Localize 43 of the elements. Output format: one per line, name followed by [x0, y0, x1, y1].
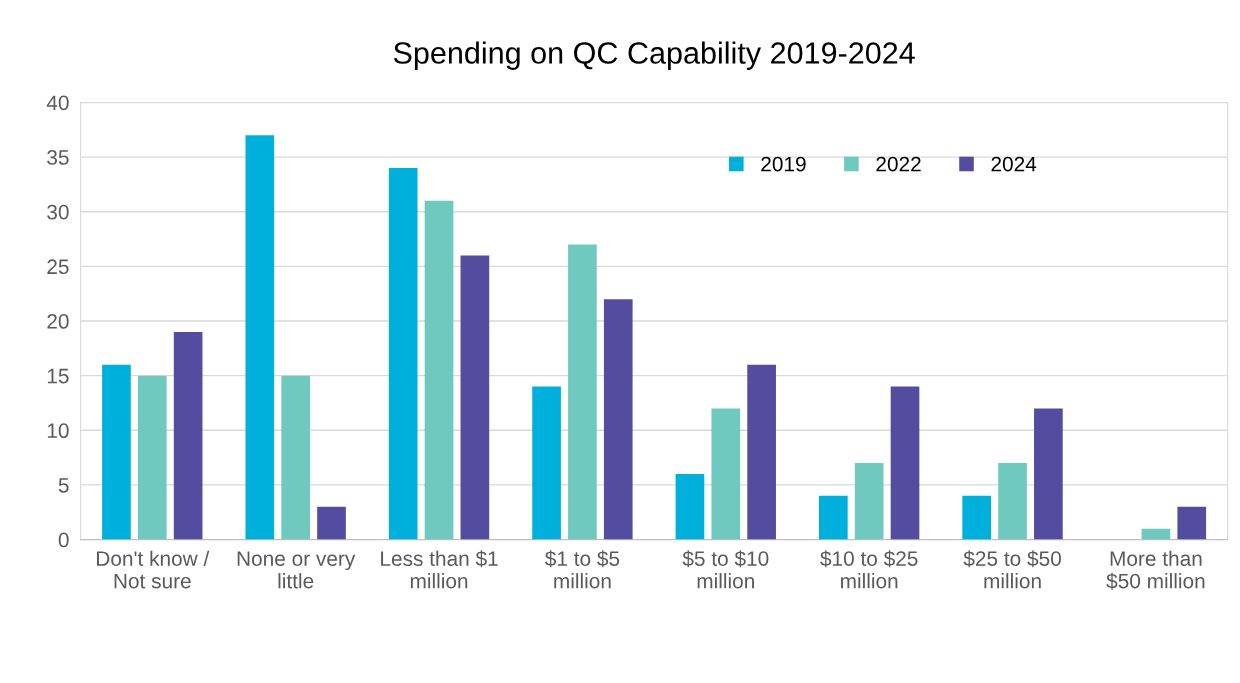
y-tick-label: 15 — [47, 368, 69, 384]
bar — [532, 386, 561, 540]
y-tick-label: 35 — [47, 150, 69, 165]
x-tick-label: Less than $1 million — [381, 550, 498, 589]
bar — [998, 463, 1027, 540]
bar — [675, 474, 705, 540]
x-tick-label: More than $50 million — [1106, 550, 1205, 590]
bar — [603, 299, 633, 540]
bar — [173, 331, 203, 540]
y-tick-label: 20 — [47, 314, 69, 329]
y-tick-label: 40 — [46, 95, 69, 111]
x-tick-label: $1 to $5 million — [544, 550, 620, 589]
legend-label: 2019 — [761, 156, 806, 172]
bar — [890, 386, 920, 540]
y-tick-label: 25 — [47, 259, 69, 275]
bar — [854, 463, 884, 540]
y-tick-label: 5 — [58, 478, 69, 493]
bar — [317, 506, 346, 540]
bar — [137, 375, 167, 540]
x-tick-label: $25 to $50 million — [963, 550, 1061, 589]
bar — [818, 495, 848, 540]
bar — [747, 364, 776, 540]
bar — [102, 364, 131, 540]
bar — [281, 375, 310, 540]
y-tick-label: 10 — [47, 423, 69, 439]
bar — [1034, 408, 1063, 540]
bar — [388, 168, 418, 540]
y-tick-label: 0 — [58, 532, 69, 548]
bar — [1177, 506, 1207, 540]
x-tick-label: $10 to $25 million — [820, 550, 918, 589]
bar — [962, 495, 992, 540]
legend-label: 2024 — [991, 156, 1037, 172]
x-tick-label: Don't know / Not sure — [97, 550, 210, 589]
bar — [245, 135, 275, 540]
chart-title: Spending on QC Capability 2019-2024 — [393, 41, 915, 70]
bar — [711, 408, 741, 540]
bar — [424, 200, 454, 540]
y-tick-label: 30 — [47, 204, 69, 220]
bar — [460, 255, 490, 540]
bar — [568, 244, 597, 540]
x-tick-label: $5 to $10 million — [682, 550, 769, 589]
legend-label: 2022 — [876, 156, 921, 172]
x-tick-label: None or very little — [237, 551, 356, 589]
